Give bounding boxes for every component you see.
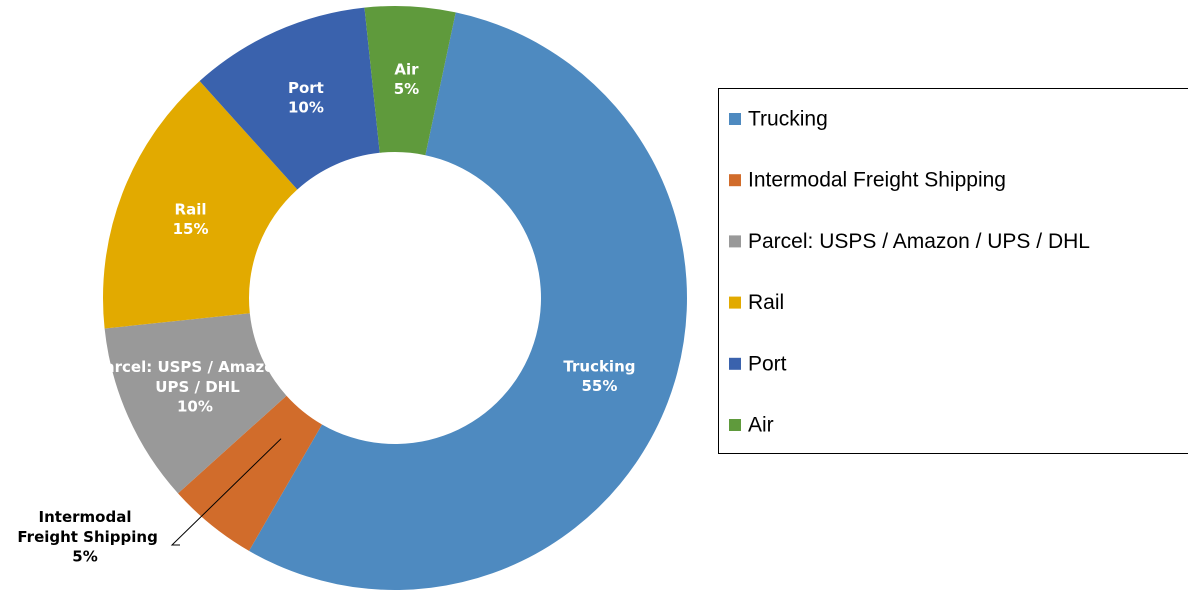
legend-swatch — [729, 235, 741, 248]
data-label-name: Intermodal Freight Shipping — [12, 508, 158, 546]
legend-label: Intermodal Freight Shipping — [748, 169, 1006, 192]
slice — [249, 12, 688, 591]
slice — [364, 6, 456, 156]
legend-label: Port — [748, 352, 787, 375]
legend-label: Rail — [748, 291, 784, 314]
label-line: Trucking — [563, 357, 635, 375]
legend-label: Parcel: USPS / Amazon / UPS / DHL — [748, 230, 1090, 253]
label-line: UPS / DHL — [150, 378, 240, 396]
legend-swatch — [729, 419, 741, 431]
data-label-value: 10% — [288, 98, 324, 116]
legend-swatch — [729, 296, 741, 309]
label-line: Rail — [175, 200, 207, 218]
slice — [199, 7, 380, 190]
data-label-name: Air — [394, 60, 419, 78]
label-line: Intermodal — [39, 508, 132, 526]
legend-box — [718, 88, 1188, 454]
data-label-name: Rail — [175, 200, 207, 218]
data-label-value: 5% — [394, 80, 419, 98]
leader-line — [170, 438, 282, 546]
data-label-value: 55% — [582, 377, 618, 395]
data-label-value: 15% — [173, 220, 209, 238]
data-label-name: Trucking — [563, 357, 635, 375]
data-label-name: Port — [288, 78, 324, 96]
label-line: Freight Shipping — [12, 528, 158, 546]
legend-swatch — [729, 113, 741, 125]
data-label-value: 10% — [177, 398, 213, 416]
label-line: Port — [288, 78, 324, 96]
data-label-name: Parcel: USPS / Amazon / UPS / DHL — [94, 358, 297, 396]
legend-swatch — [729, 174, 741, 187]
legend-label: Trucking — [748, 108, 828, 131]
data-label-value: 5% — [72, 548, 97, 566]
legend-label: Air — [748, 414, 774, 437]
slice — [178, 395, 322, 551]
legend-swatch — [729, 357, 741, 370]
label-line: Air — [394, 60, 419, 78]
label-line: Parcel: USPS / Amazon / — [94, 358, 297, 376]
slice — [103, 81, 298, 329]
slice — [104, 313, 287, 494]
